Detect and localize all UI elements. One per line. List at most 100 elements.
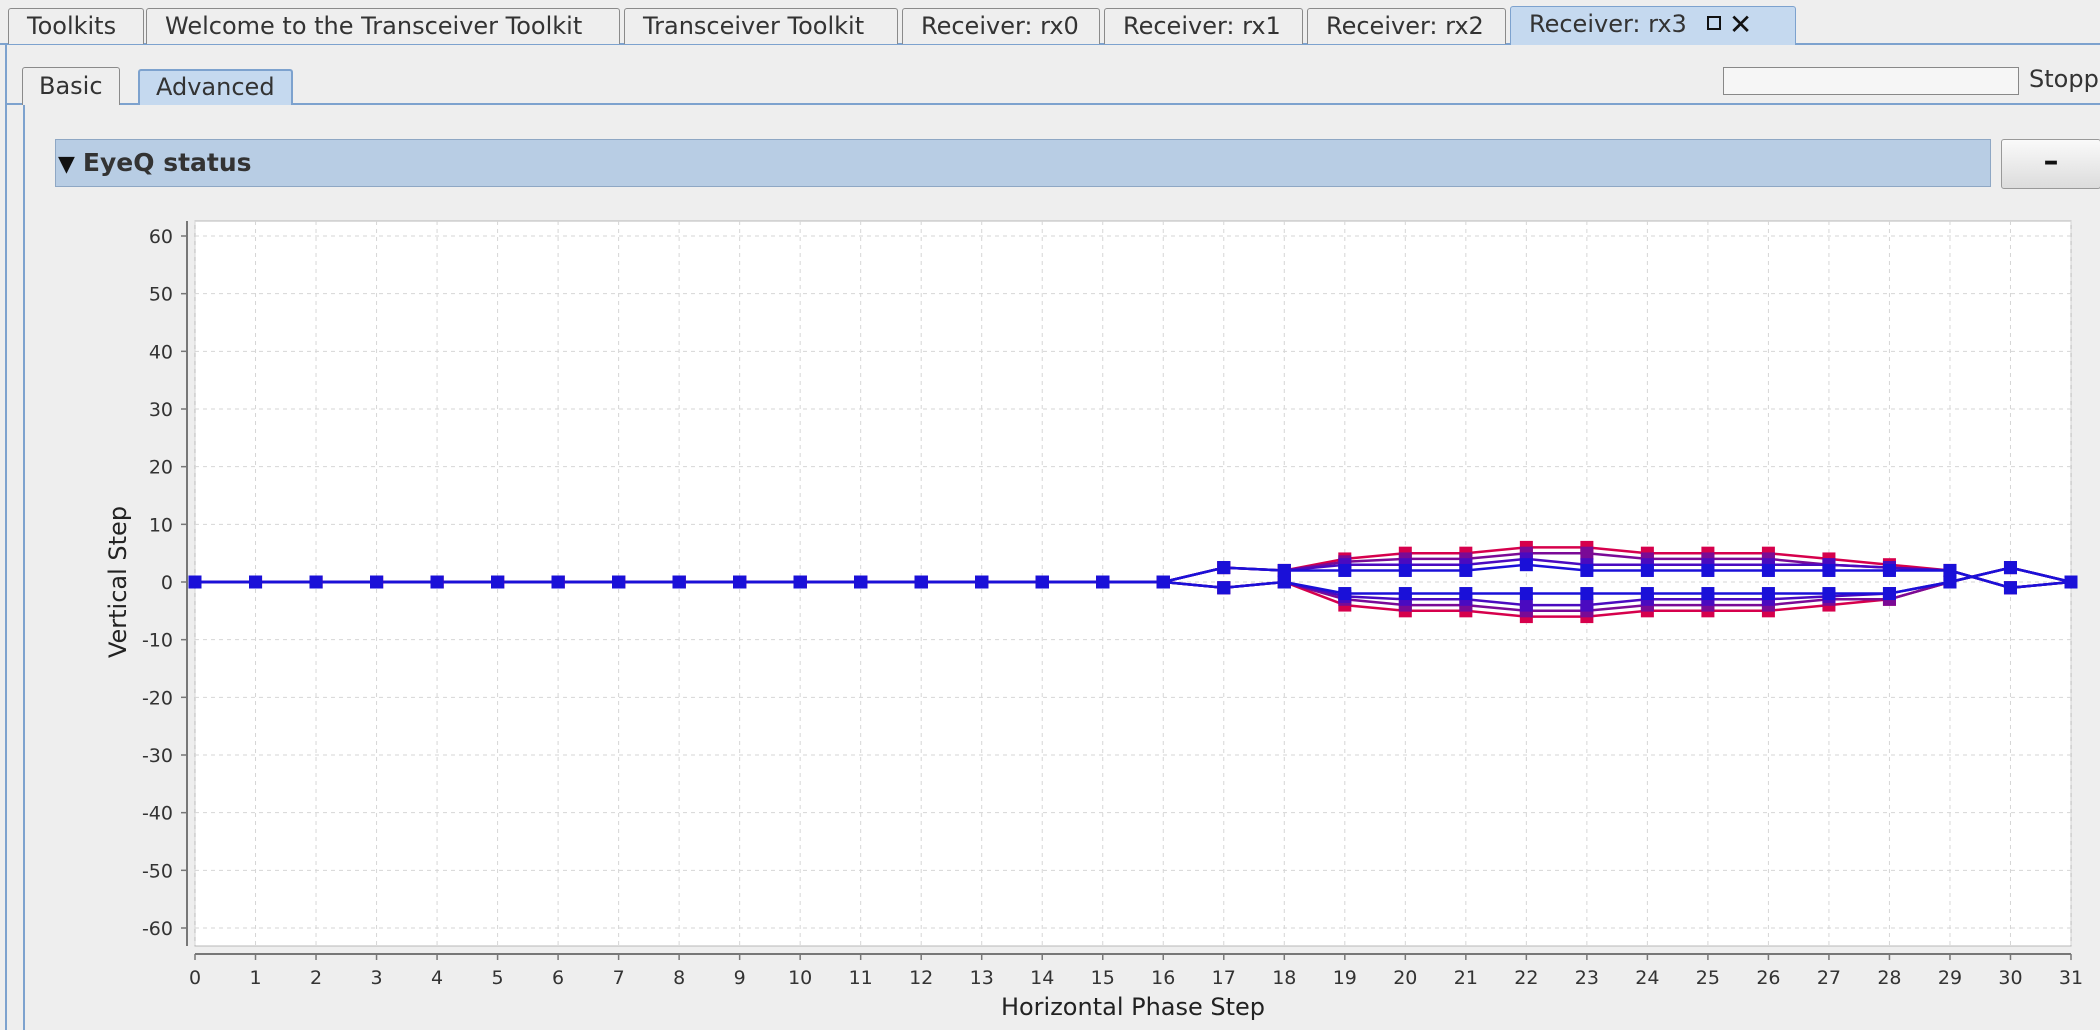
x-tick-label: 31 — [2059, 967, 2083, 989]
x-tick-label: 6 — [552, 967, 564, 989]
series-point — [1761, 587, 1775, 601]
series-point — [1580, 598, 1594, 612]
maximize-icon[interactable] — [1706, 16, 1721, 30]
x-tick-label: 29 — [1938, 967, 1962, 989]
series-point — [1640, 587, 1654, 601]
tab-receiver-rx3[interactable]: Receiver: rx3 ✕ — [1510, 6, 1796, 45]
x-tick-label: 12 — [909, 967, 933, 989]
x-tick-label: 10 — [788, 967, 812, 989]
tab-label: Receiver: rx2 — [1326, 12, 1484, 40]
y-tick-label: 20 — [149, 457, 173, 479]
series-point — [1217, 561, 1231, 575]
series-point — [551, 575, 565, 589]
series-point — [793, 575, 807, 589]
x-tick-label: 30 — [1998, 967, 2022, 989]
x-tick-label: 21 — [1454, 967, 1478, 989]
triangle-down-icon: ▼ — [58, 152, 75, 177]
series-point — [2064, 575, 2078, 589]
series-point — [1398, 587, 1412, 601]
tab-advanced[interactable]: Advanced — [138, 69, 293, 105]
tab-label: Receiver: rx0 — [921, 12, 1079, 40]
tab-label: Welcome to the Transceiver Toolkit — [165, 12, 583, 40]
x-tick-label: 19 — [1333, 967, 1357, 989]
series-point — [1761, 563, 1775, 577]
advanced-content: ▼ EyeQ status – — [23, 105, 2100, 1030]
series-point — [1277, 575, 1291, 589]
series-point — [2003, 561, 2017, 575]
close-icon[interactable]: ✕ — [1728, 8, 1753, 41]
x-tick-label: 20 — [1393, 967, 1417, 989]
tab-receiver-rx1[interactable]: Receiver: rx1 — [1104, 8, 1303, 44]
y-tick-label: 0 — [161, 572, 173, 594]
x-tick-label: 23 — [1575, 967, 1599, 989]
series-point — [1580, 587, 1594, 601]
x-tick-label: 18 — [1272, 967, 1296, 989]
x-tick-label: 7 — [613, 967, 625, 989]
tab-label: Toolkits — [27, 12, 117, 40]
series-point — [1459, 587, 1473, 601]
series-point — [1882, 587, 1896, 601]
y-tick-label: -40 — [142, 803, 173, 825]
y-tick-label: 10 — [149, 514, 173, 536]
series-point — [914, 575, 928, 589]
x-tick-label: 0 — [189, 967, 201, 989]
x-tick-label: 15 — [1091, 967, 1115, 989]
series-point — [1580, 546, 1594, 560]
tab-label: Receiver: rx1 — [1123, 12, 1281, 40]
series-point — [733, 575, 747, 589]
tab-toolkits[interactable]: Toolkits — [8, 8, 144, 44]
series-point — [1277, 563, 1291, 577]
x-tick-label: 17 — [1212, 967, 1236, 989]
y-tick-label: -60 — [142, 918, 173, 940]
series-point — [370, 575, 384, 589]
tab-receiver-rx0[interactable]: Receiver: rx0 — [902, 8, 1100, 44]
series-point — [1398, 563, 1412, 577]
y-axis-title: Vertical Step — [104, 506, 132, 658]
series-point — [1338, 563, 1352, 577]
series-point — [1096, 575, 1110, 589]
collapse-button[interactable]: – — [2001, 139, 2100, 189]
x-tick-label: 4 — [431, 967, 443, 989]
subtab-bar: Basic Advanced Stopped — [7, 45, 2100, 105]
plot-area — [194, 220, 2072, 947]
x-tick-label: 1 — [249, 967, 261, 989]
x-tick-label: 14 — [1030, 967, 1054, 989]
series-point — [1701, 587, 1715, 601]
series-point — [1640, 563, 1654, 577]
progress-bar — [1723, 67, 2019, 95]
series-point — [309, 575, 323, 589]
eyeq-section-header[interactable]: ▼ EyeQ status — [55, 139, 1991, 187]
series-point — [1822, 563, 1836, 577]
y-tick-label: -20 — [142, 687, 173, 709]
x-tick-label: 3 — [371, 967, 383, 989]
tab-transceiver-toolkit[interactable]: Transceiver Toolkit — [624, 8, 898, 44]
y-tick-label: 40 — [149, 341, 173, 363]
x-tick-label: 26 — [1756, 967, 1780, 989]
series-point — [975, 575, 989, 589]
x-tick-label: 5 — [492, 967, 504, 989]
y-tick-label: -10 — [142, 630, 173, 652]
x-tick-label: 28 — [1877, 967, 1901, 989]
series-point — [1519, 598, 1533, 612]
series-point — [2003, 581, 2017, 595]
tab-basic[interactable]: Basic — [22, 67, 120, 105]
tab-receiver-rx2[interactable]: Receiver: rx2 — [1307, 8, 1506, 44]
tab-label: Receiver: rx3 — [1529, 10, 1687, 38]
status-text: Stopped — [2029, 65, 2100, 93]
series-point — [1943, 575, 1957, 589]
series-point — [188, 575, 202, 589]
tab-welcome-to-the-transceiver-toolkit[interactable]: Welcome to the Transceiver Toolkit — [146, 8, 620, 44]
section-title: EyeQ status — [82, 148, 252, 177]
series-line — [195, 566, 2072, 595]
series-point — [1035, 575, 1049, 589]
tab-label: Transceiver Toolkit — [643, 12, 865, 40]
series-point — [1338, 587, 1352, 601]
x-tick-label: 25 — [1696, 967, 1720, 989]
x-tick-label: 2 — [310, 967, 322, 989]
x-tick-label: 8 — [673, 967, 685, 989]
y-tick-label: -50 — [142, 860, 173, 882]
series-point — [1822, 587, 1836, 601]
series-point — [854, 575, 868, 589]
series-point — [1701, 563, 1715, 577]
